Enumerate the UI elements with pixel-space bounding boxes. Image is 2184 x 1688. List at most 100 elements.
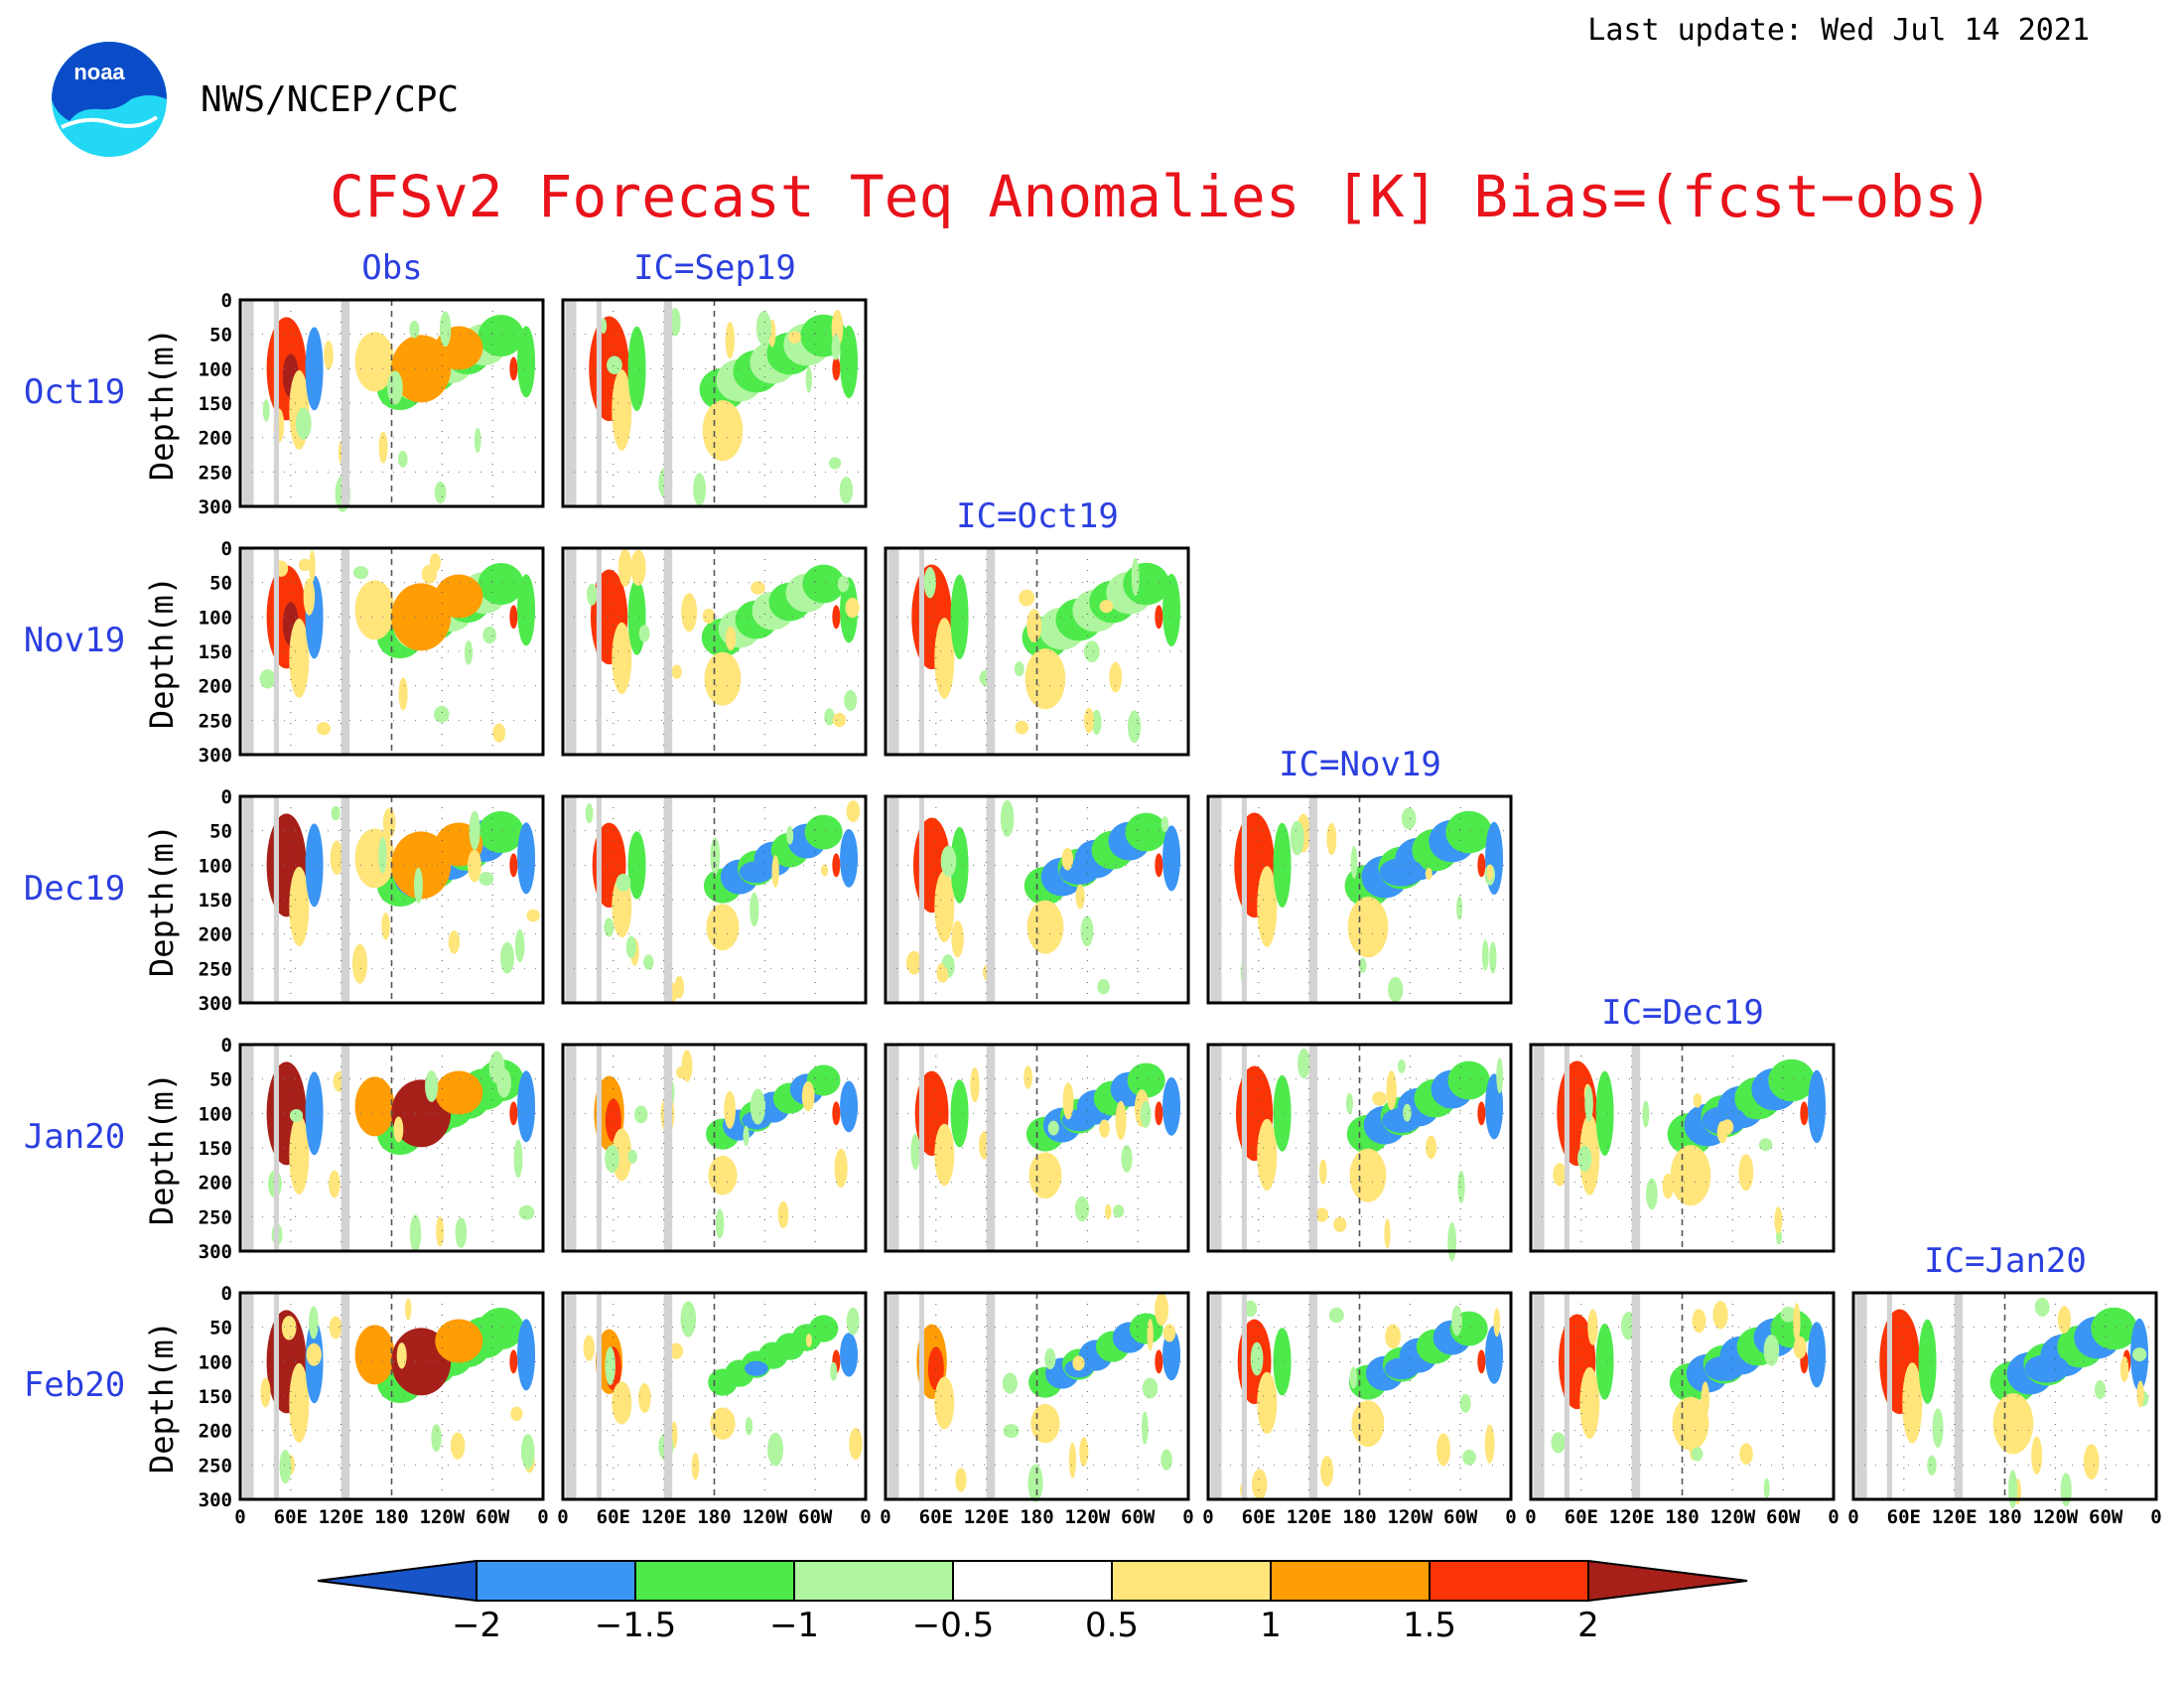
anomaly-contour bbox=[1716, 1121, 1728, 1144]
anomaly-contour bbox=[393, 1116, 404, 1143]
anomaly-contour bbox=[802, 564, 845, 604]
anomaly-contour bbox=[955, 1468, 967, 1492]
anomaly-contour bbox=[846, 800, 861, 822]
anomaly-contour bbox=[1250, 1341, 1264, 1376]
anomaly-contour bbox=[1918, 1319, 1937, 1405]
land-mask bbox=[596, 1293, 602, 1499]
y-tick-label: 50 bbox=[209, 325, 232, 347]
anomaly-contour bbox=[627, 831, 646, 900]
land-mask bbox=[887, 1045, 899, 1251]
anomaly-contour bbox=[1358, 957, 1367, 973]
anomaly-contour bbox=[1140, 1100, 1152, 1128]
anomaly-contour bbox=[1072, 1355, 1085, 1371]
anomaly-contour bbox=[1927, 1455, 1937, 1476]
land-mask bbox=[242, 548, 254, 755]
anomaly-contour bbox=[303, 578, 316, 616]
y-tick-label: 100 bbox=[199, 1351, 232, 1373]
y-tick-label: 250 bbox=[199, 462, 232, 484]
land-mask bbox=[341, 548, 350, 755]
x-tick-label: 0 bbox=[537, 1506, 548, 1528]
anomaly-contour bbox=[448, 930, 461, 954]
anomaly-contour bbox=[1109, 661, 1123, 693]
anomaly-contour bbox=[1793, 1336, 1807, 1359]
y-tick-label: 50 bbox=[209, 821, 232, 843]
x-tick-label: 60W bbox=[1443, 1506, 1478, 1528]
panel-frame bbox=[238, 298, 545, 508]
anomaly-contour bbox=[1451, 1305, 1462, 1336]
anomaly-contour bbox=[2057, 1306, 2071, 1334]
anomaly-contour bbox=[751, 581, 765, 595]
hovmoller-panel bbox=[561, 546, 868, 757]
anomaly-contour bbox=[927, 1346, 944, 1391]
anomaly-contour bbox=[1083, 640, 1100, 663]
panel-frame bbox=[884, 546, 1190, 757]
anomaly-contour bbox=[587, 583, 598, 606]
anomaly-contour bbox=[439, 311, 452, 348]
anomaly-contour bbox=[840, 325, 859, 398]
anomaly-contour bbox=[607, 355, 622, 374]
anomaly-contour bbox=[1595, 1070, 1614, 1157]
anomaly-contour bbox=[1398, 1058, 1406, 1073]
colorbar-label: 0.5 bbox=[1085, 1606, 1139, 1645]
anomaly-contour bbox=[1257, 1371, 1278, 1435]
anomaly-contour bbox=[1099, 600, 1114, 614]
colorbar: −2 −1.5 −1 −0.5 0.5 1 1.5 2 bbox=[317, 1559, 1748, 1645]
anomaly-contour bbox=[612, 369, 632, 451]
anomaly-contour bbox=[605, 1346, 615, 1386]
column-title-ic-dec19: IC=Dec19 bbox=[1601, 993, 1764, 1033]
anomaly-contour bbox=[804, 814, 843, 850]
anomaly-contour bbox=[1456, 896, 1463, 920]
anomaly-contour bbox=[1031, 907, 1038, 932]
anomaly-contour bbox=[1142, 1377, 1159, 1399]
anomaly-contour bbox=[514, 928, 525, 963]
y-tick-label: 100 bbox=[199, 607, 232, 629]
x-tick-label: 0 bbox=[880, 1506, 890, 1528]
anomaly-contour bbox=[435, 1070, 483, 1115]
y-tick-label: 300 bbox=[199, 1241, 232, 1263]
anomaly-contour bbox=[849, 1427, 863, 1461]
x-tick-label: 60W bbox=[2089, 1506, 2123, 1528]
anomaly-contour bbox=[617, 548, 632, 587]
anomaly-contour bbox=[1044, 1347, 1056, 1370]
anomaly-contour bbox=[681, 593, 698, 633]
y-tick-label: 100 bbox=[199, 855, 232, 877]
anomaly-contour bbox=[1030, 1403, 1060, 1444]
anomaly-contour bbox=[1693, 1093, 1703, 1108]
anomaly-contour bbox=[2132, 1347, 2147, 1362]
anomaly-contour bbox=[612, 875, 632, 938]
anomaly-contour bbox=[1074, 1196, 1090, 1222]
anomaly-contour bbox=[478, 315, 524, 357]
anomaly-contour bbox=[1147, 1319, 1154, 1351]
anomaly-contour bbox=[702, 608, 716, 624]
land-mask bbox=[1886, 1293, 1892, 1499]
anomaly-contour bbox=[1425, 868, 1433, 881]
panel-frame bbox=[884, 1291, 1190, 1501]
anomaly-contour bbox=[295, 407, 312, 440]
anomaly-contour bbox=[951, 920, 964, 958]
y-axis-label: Depth(m) bbox=[143, 576, 181, 729]
anomaly-contour bbox=[1326, 822, 1337, 856]
anomaly-contour bbox=[1350, 845, 1358, 879]
anomaly-contour bbox=[777, 1200, 789, 1229]
anomaly-contour bbox=[382, 807, 396, 839]
land-mask bbox=[663, 796, 673, 1003]
y-tick-label: 250 bbox=[199, 1206, 232, 1228]
land-mask bbox=[242, 300, 254, 506]
colorbar-segment bbox=[1270, 1560, 1431, 1602]
x-tick-label: 120W bbox=[1709, 1506, 1755, 1528]
land-mask bbox=[242, 1293, 254, 1499]
land-mask bbox=[1210, 1293, 1222, 1499]
anomaly-contour bbox=[638, 625, 650, 642]
y-tick-label: 150 bbox=[199, 890, 232, 912]
anomaly-contour bbox=[1662, 1173, 1675, 1199]
land-mask bbox=[273, 300, 279, 506]
colorbar-segment bbox=[1429, 1560, 1589, 1602]
land-mask bbox=[887, 548, 899, 755]
y-tick-label: 0 bbox=[221, 1283, 232, 1305]
anomaly-contour bbox=[845, 597, 860, 619]
y-axis-labels: Depth(m) Depth(m) Depth(m) Depth(m) Dept… bbox=[143, 328, 181, 1474]
x-tick-label: 120E bbox=[1609, 1506, 1655, 1528]
anomaly-contour bbox=[435, 1319, 483, 1363]
anomaly-contour bbox=[1121, 1145, 1133, 1173]
land-mask bbox=[918, 548, 924, 755]
